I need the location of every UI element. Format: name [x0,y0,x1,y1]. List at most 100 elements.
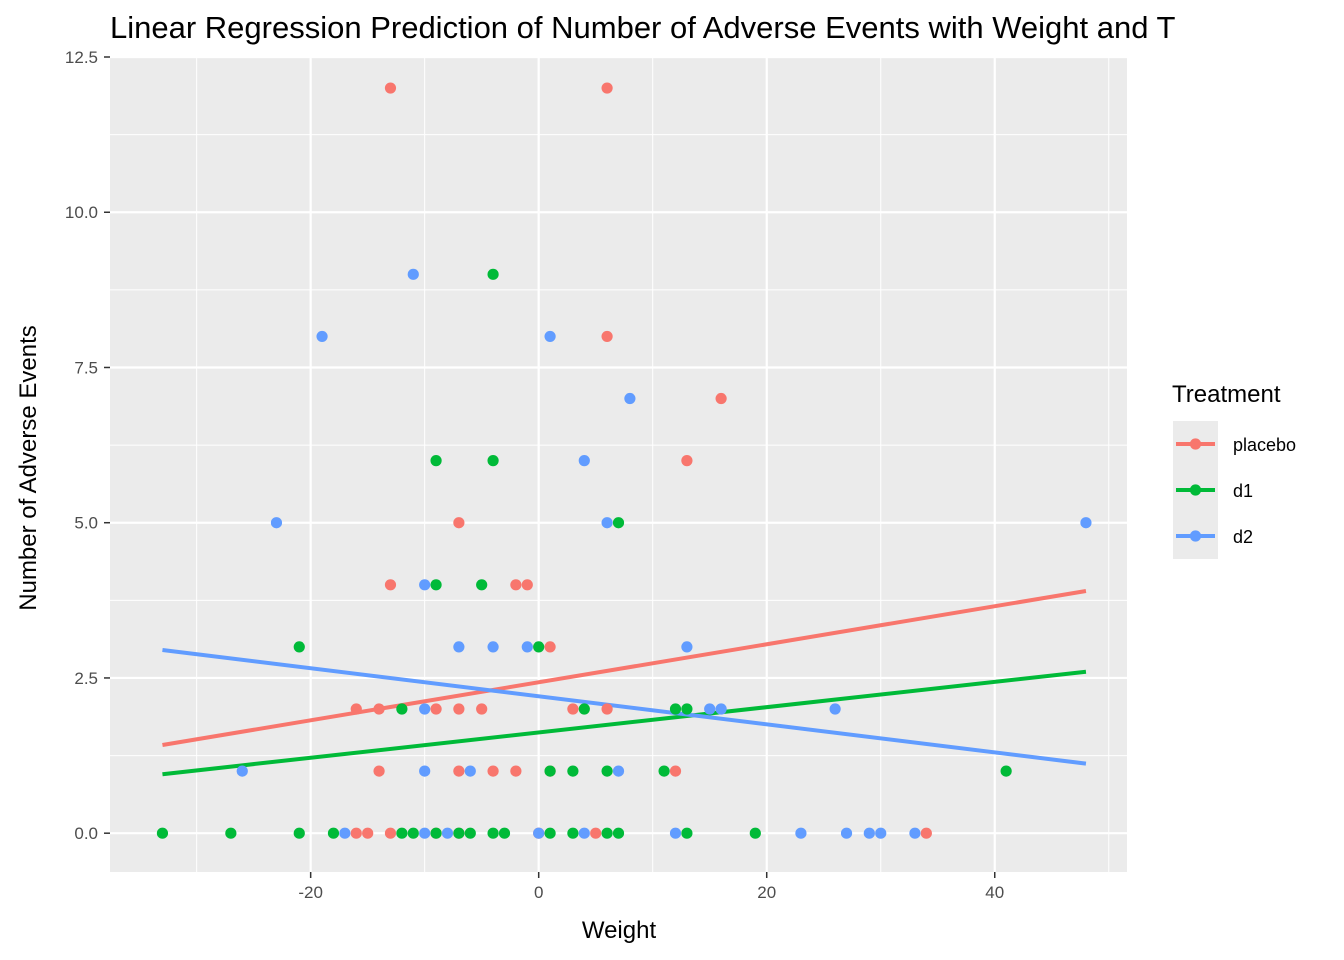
x-tick-label: 40 [985,883,1004,902]
data-point-d1 [601,765,613,777]
data-point-d2 [1080,517,1092,529]
legend: Treatment placebo d1 d2 [1172,381,1296,559]
legend-label-placebo: placebo [1233,435,1296,455]
y-tick-label: 5.0 [74,514,98,533]
data-point-d2 [464,765,476,777]
data-point-placebo [384,827,397,839]
data-point-d2 [704,703,716,715]
data-point-placebo [362,827,374,839]
data-point-d2 [601,517,613,529]
data-point-d1 [544,765,556,777]
data-point-d2 [669,827,682,839]
data-point-d2 [875,827,887,839]
data-point-d1 [601,827,613,839]
data-point-d1 [658,765,670,777]
data-point-d1 [612,827,625,839]
data-point-placebo [510,579,522,591]
data-point-d1 [396,827,408,839]
y-axis-title: Number of Adverse Events [15,325,42,610]
data-points [156,82,1092,839]
legend-title: Treatment [1172,381,1281,408]
y-tick-label: 7.5 [74,358,98,377]
data-point-placebo [590,827,602,839]
x-tick-label: 0 [534,883,543,902]
data-point-placebo [510,765,522,777]
data-point-placebo [715,392,727,405]
data-point-d2 [270,517,283,529]
data-point-d1 [293,641,305,653]
data-point-placebo [384,579,397,591]
data-point-d1 [578,703,590,715]
data-point-placebo [601,703,613,715]
data-point-placebo [544,641,556,653]
regression-line-d2 [162,648,1087,766]
data-point-d2 [453,641,465,653]
legend-label-d2: d2 [1233,527,1253,547]
data-point-d1 [464,827,476,839]
data-point-placebo [350,703,362,715]
data-point-d2 [316,330,328,343]
data-point-placebo [487,765,499,777]
y-tick-label: 10.0 [65,203,98,222]
data-point-d2 [715,703,727,715]
data-point-d2 [419,579,431,591]
data-point-placebo [601,82,613,94]
data-point-placebo [453,517,465,529]
data-point-placebo [669,765,682,777]
data-point-d1 [156,827,169,839]
legend-key-point-d2 [1189,530,1202,542]
data-point-d1 [567,827,579,839]
data-point-d2 [441,827,454,839]
data-point-d1 [476,579,488,591]
grid-minor [110,57,1127,872]
data-point-placebo [681,455,693,467]
data-point-d1 [533,641,545,653]
data-point-placebo [430,703,442,715]
data-point-d2 [521,641,533,653]
y-tick-label: 2.5 [74,669,98,688]
data-point-d1 [396,703,408,715]
data-point-d2 [578,827,590,839]
data-point-placebo [453,765,465,777]
y-axis: 0.0 2.5 5.0 7.5 10.0 12.5 [65,48,110,843]
data-point-placebo [373,765,385,777]
data-point-placebo [350,827,362,839]
plot-panel [110,57,1127,872]
data-point-d1 [487,827,499,839]
data-point-d2 [487,641,499,653]
data-point-d1 [669,703,682,715]
data-point-d2 [419,765,431,777]
data-point-d1 [749,827,761,839]
x-tick-label: 20 [757,883,776,902]
data-point-d2 [544,330,556,343]
legend-key-point-d1 [1189,484,1202,496]
data-point-d1 [487,455,499,467]
data-point-d2 [863,827,875,839]
data-point-d1 [430,579,442,591]
data-point-placebo [920,827,932,839]
data-point-d2 [829,703,841,715]
data-point-d1 [487,268,499,280]
data-point-d2 [909,827,921,839]
grid-major [110,55,1127,872]
y-tick-label: 12.5 [65,48,98,67]
data-point-d1 [430,827,442,839]
regression-line-d1 [162,669,1087,777]
data-point-placebo [453,703,465,715]
data-point-d1 [681,703,693,715]
regression-lines [162,589,1087,777]
data-point-d2 [407,268,419,280]
data-point-d2 [419,703,431,715]
data-point-placebo [601,330,613,343]
data-point-d1 [430,455,442,467]
legend-key-point-placebo [1189,438,1202,450]
x-tick-label: -20 [298,883,323,902]
data-point-d1 [453,827,465,839]
legend-label-d1: d1 [1233,481,1253,501]
regression-line-placebo [162,589,1087,747]
data-point-d1 [544,827,556,839]
data-point-d2 [236,765,248,777]
data-point-d1 [293,827,305,839]
